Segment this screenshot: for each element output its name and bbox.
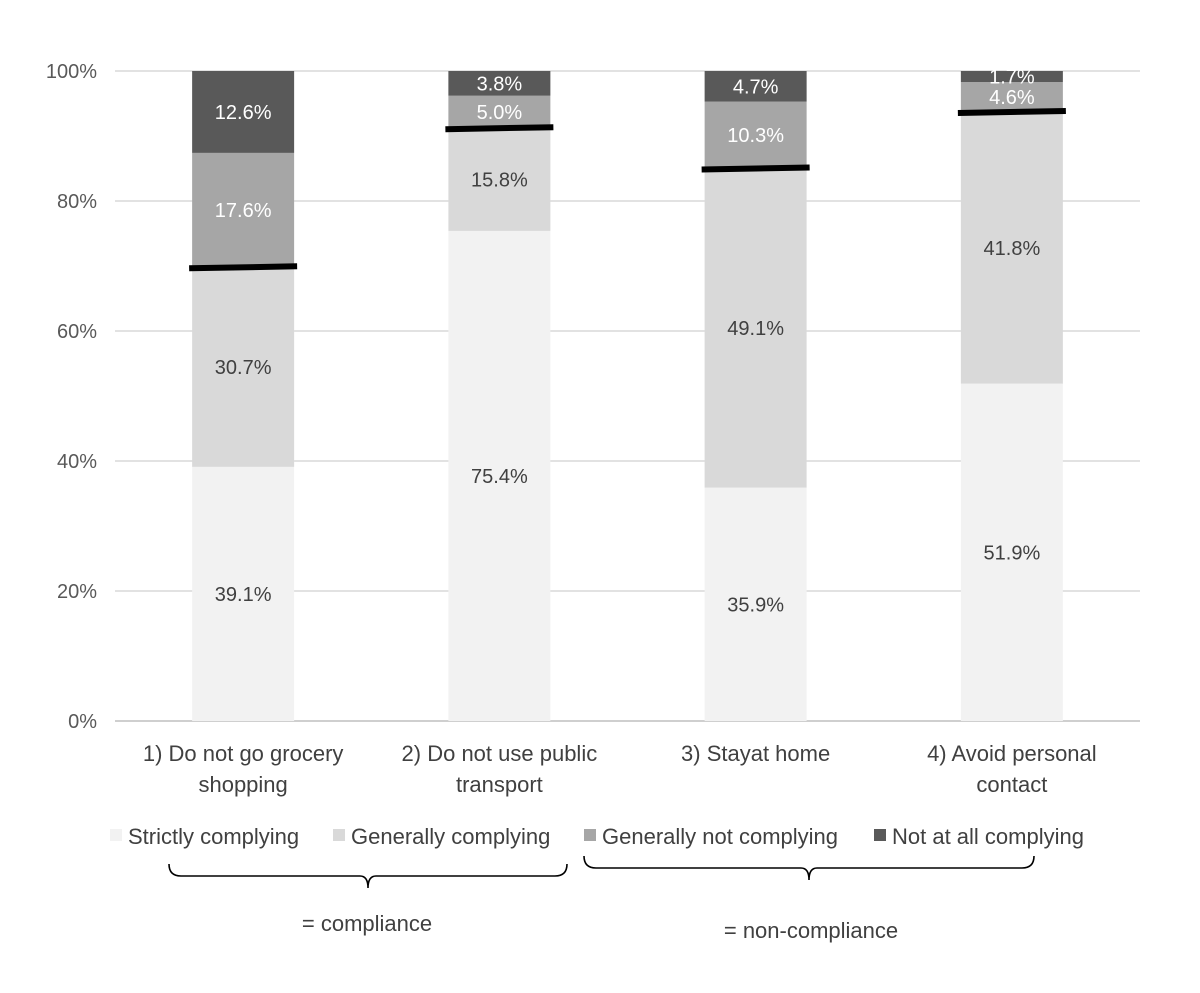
legend-swatch xyxy=(584,829,596,841)
bar-segment xyxy=(192,152,295,268)
y-tick-label: 0% xyxy=(68,711,97,733)
threshold-line xyxy=(189,263,298,272)
y-axis-ticks: 0% 20% 40% 60% 80% 100% xyxy=(46,61,97,733)
legend-swatch xyxy=(874,829,886,841)
y-tick-label: 80% xyxy=(57,191,97,213)
data-label: 35.9% xyxy=(727,594,784,616)
y-tick-label: 100% xyxy=(46,61,97,83)
x-tick-label: transport xyxy=(456,772,543,797)
data-label: 39.1% xyxy=(215,584,272,606)
x-tick-label: 3) Stayat home xyxy=(681,741,830,766)
data-label: 10.3% xyxy=(727,125,784,147)
bar-segment xyxy=(960,71,1063,83)
bar-segment xyxy=(192,71,295,153)
non-compliance-group-label: = non-compliance xyxy=(724,918,898,943)
legend-label: Strictly complying xyxy=(128,824,299,849)
legend-groups: = compliance = non-compliance xyxy=(168,855,1035,943)
data-label: 4.7% xyxy=(733,76,779,98)
bar-segment xyxy=(960,82,1063,112)
legend-swatch xyxy=(333,829,345,841)
compliance-group-label: = compliance xyxy=(302,911,432,936)
bar-segment xyxy=(448,71,551,96)
x-tick-label: 4) Avoid personal xyxy=(927,741,1097,766)
bar-segment xyxy=(704,487,807,721)
legend-label: Generally not complying xyxy=(602,824,838,849)
y-tick-label: 20% xyxy=(57,581,97,603)
bar-segment xyxy=(192,267,295,467)
x-tick-label: 2) Do not use public xyxy=(402,741,598,766)
compliance-thresholds xyxy=(189,107,1066,272)
legend-label: Not at all complying xyxy=(892,824,1084,849)
data-label: 75.4% xyxy=(471,466,528,488)
data-label: 4.6% xyxy=(989,87,1035,109)
data-label: 41.8% xyxy=(984,238,1041,260)
bar-segment xyxy=(704,71,807,102)
bar-segment xyxy=(960,383,1063,721)
data-label: 5.0% xyxy=(477,102,523,124)
threshold-line xyxy=(957,107,1066,116)
group-brace xyxy=(583,855,1035,881)
x-tick-label: contact xyxy=(976,772,1047,797)
legend: Strictly complying Generally complying Gen… xyxy=(110,824,1084,849)
y-tick-label: 60% xyxy=(57,321,97,343)
data-label: 3.8% xyxy=(477,73,523,95)
data-label: 30.7% xyxy=(215,357,272,379)
data-label: 17.6% xyxy=(215,200,272,222)
group-brace xyxy=(168,863,568,889)
x-axis-categories: 1) Do not go grocery shopping 2) Do not us… xyxy=(143,741,1097,797)
threshold-line xyxy=(701,164,810,173)
y-tick-label: 40% xyxy=(57,451,97,473)
bars: 39.1% 30.7% 17.6% 12.6% 75.4% 15.8% 5.0% 3.8% 35… xyxy=(192,67,1063,721)
legend-swatch xyxy=(110,829,122,841)
legend-label: Generally complying xyxy=(351,824,550,849)
data-label: 49.1% xyxy=(727,318,784,340)
bar-segment xyxy=(192,466,295,721)
data-label: 1.7% xyxy=(989,67,1035,89)
bar-segment xyxy=(704,168,807,488)
x-tick-label: shopping xyxy=(198,772,287,797)
bar-segment xyxy=(448,95,551,129)
data-label: 12.6% xyxy=(215,102,272,124)
bar-segment xyxy=(960,111,1063,384)
bar-segment xyxy=(448,230,551,721)
bar-segment xyxy=(448,128,551,231)
bar-segment xyxy=(704,101,807,169)
data-label: 51.9% xyxy=(984,542,1041,564)
x-tick-label: 1) Do not go grocery xyxy=(143,741,344,766)
data-label: 15.8% xyxy=(471,170,528,192)
threshold-line xyxy=(445,124,554,133)
